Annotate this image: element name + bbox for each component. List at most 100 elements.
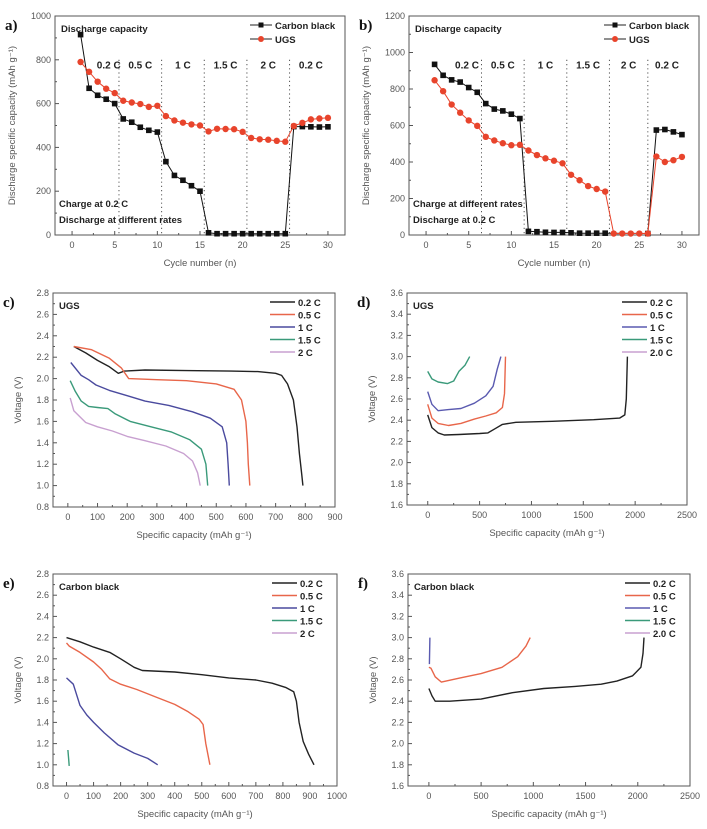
data-point-circle xyxy=(474,122,481,130)
legend-label: 0.2 C xyxy=(298,298,321,309)
annotation-bottom-left: Discharge at different rates xyxy=(59,215,182,226)
x-tick-label: 500 xyxy=(194,791,209,801)
data-point-square xyxy=(239,230,246,237)
data-point-circle xyxy=(542,155,549,162)
legend-label: 1.5 C xyxy=(300,617,323,628)
data-point-circle xyxy=(491,137,498,144)
panel-label: b) xyxy=(359,18,372,34)
x-axis-title: Specific capacity (mAh g⁻¹) xyxy=(137,809,252,820)
y-tick-label: 1.6 xyxy=(36,696,49,706)
data-point-square xyxy=(94,92,101,99)
data-point-circle xyxy=(550,157,558,164)
data-point-square xyxy=(265,230,272,237)
y-tick-label: 2.6 xyxy=(36,309,49,319)
data-point-circle xyxy=(576,177,583,184)
y-tick-label: 200 xyxy=(390,194,405,204)
series-1-c xyxy=(66,677,159,766)
x-tick-label: 2500 xyxy=(677,510,697,520)
data-point-circle xyxy=(205,128,212,135)
data-point-circle xyxy=(482,133,489,141)
x-tick-label: 700 xyxy=(268,512,283,522)
data-point-square xyxy=(231,230,237,237)
data-point-circle xyxy=(162,112,170,120)
data-point-circle xyxy=(230,126,238,133)
x-axis-title: Specific capacity (mAh g⁻¹) xyxy=(489,528,604,539)
rate-label: 2 C xyxy=(260,61,276,72)
data-point-square xyxy=(542,229,549,236)
y-tick-label: 2.4 xyxy=(391,696,404,706)
y-tick-label: 2.4 xyxy=(390,415,403,425)
x-tick-label: 1500 xyxy=(576,791,596,801)
legend-label: 1.5 C xyxy=(298,336,321,347)
legend-label: 0.5 C xyxy=(650,311,673,322)
data-point-circle xyxy=(120,97,127,104)
data-point-circle xyxy=(644,230,652,237)
data-point-square xyxy=(197,188,203,194)
x-tick-label: 800 xyxy=(298,512,313,522)
series-line xyxy=(66,677,159,766)
y-tick-label: 3.4 xyxy=(391,590,404,600)
data-point-circle xyxy=(111,89,118,97)
annotation-top-left: UGS xyxy=(59,301,80,312)
legend-label: 0.2 C xyxy=(300,579,323,590)
plot-frame xyxy=(406,292,688,506)
data-point-circle xyxy=(439,87,447,95)
data-point-square xyxy=(103,96,109,103)
y-tick-label: 1.6 xyxy=(391,781,404,791)
y-tick-label: 2.4 xyxy=(36,331,49,341)
y-tick-label: 2.2 xyxy=(390,436,403,446)
data-point-square xyxy=(128,119,135,126)
legend: Carbon black UGS xyxy=(250,21,336,46)
series-0-2-c xyxy=(427,356,629,436)
x-tick-label: 25 xyxy=(634,240,644,250)
y-tick-label: 1200 xyxy=(385,11,405,21)
legend-label: UGS xyxy=(275,35,296,46)
y-tick-label: 0.8 xyxy=(36,502,49,512)
data-point-square xyxy=(431,61,438,68)
legend-label: 0.2 C xyxy=(653,579,676,590)
annotation-top-left: Carbon black xyxy=(59,582,120,593)
legend-label: 1 C xyxy=(300,604,315,615)
x-axis-title: Specific capacity (mAh g⁻¹) xyxy=(491,809,606,820)
y-tick-label: 2.0 xyxy=(391,739,404,749)
x-tick-label: 1000 xyxy=(327,791,347,801)
series-ugs xyxy=(431,77,686,237)
series-line xyxy=(73,345,251,486)
data-point-circle xyxy=(601,188,609,195)
y-tick-label: 1.0 xyxy=(36,481,49,491)
series-0-2-c xyxy=(66,636,315,766)
x-tick-label: 200 xyxy=(113,791,128,801)
data-point-square xyxy=(679,131,685,138)
data-point-square xyxy=(457,79,463,85)
series-0-5-c xyxy=(73,345,251,486)
panel-label: c) xyxy=(3,295,15,311)
legend-label: 2 C xyxy=(298,348,313,359)
data-point-square xyxy=(576,230,583,236)
series-line xyxy=(73,345,304,486)
data-point-circle xyxy=(282,138,289,145)
data-point-square xyxy=(670,129,677,135)
data-point-square xyxy=(188,182,195,189)
x-tick-label: 900 xyxy=(302,791,317,801)
data-point-circle xyxy=(128,99,135,106)
panel-f-carbon-black-charge-curves: f) 1.6 1.8 2.0 2.2 2.4 2.6 2.8 3.0 3.2 3.4 3.6 0 500 1… xyxy=(358,569,700,820)
legend-label: 1.5 C xyxy=(650,336,673,347)
y-tick-label: 2.2 xyxy=(36,633,49,643)
data-point-square xyxy=(180,177,186,184)
series-carbon-black xyxy=(77,31,331,237)
x-tick-label: 0 xyxy=(64,791,69,801)
annotation-top-left: Discharge capacity xyxy=(415,24,502,35)
data-point-circle xyxy=(94,78,101,85)
legend-label: UGS xyxy=(629,35,650,46)
y-tick-label: 3.0 xyxy=(391,633,404,643)
legend-marker-square xyxy=(258,22,264,28)
y-tick-label: 1.8 xyxy=(36,675,49,685)
x-tick-label: 500 xyxy=(209,512,224,522)
rate-label: 0.5 C xyxy=(491,61,515,72)
x-axis-title: Specific capacity (mAh g⁻¹) xyxy=(136,530,251,541)
series-line xyxy=(427,356,507,427)
data-point-circle xyxy=(307,116,315,123)
y-tick-label: 1.4 xyxy=(36,438,49,448)
x-tick-label: 20 xyxy=(592,240,602,250)
data-point-square xyxy=(508,111,515,117)
